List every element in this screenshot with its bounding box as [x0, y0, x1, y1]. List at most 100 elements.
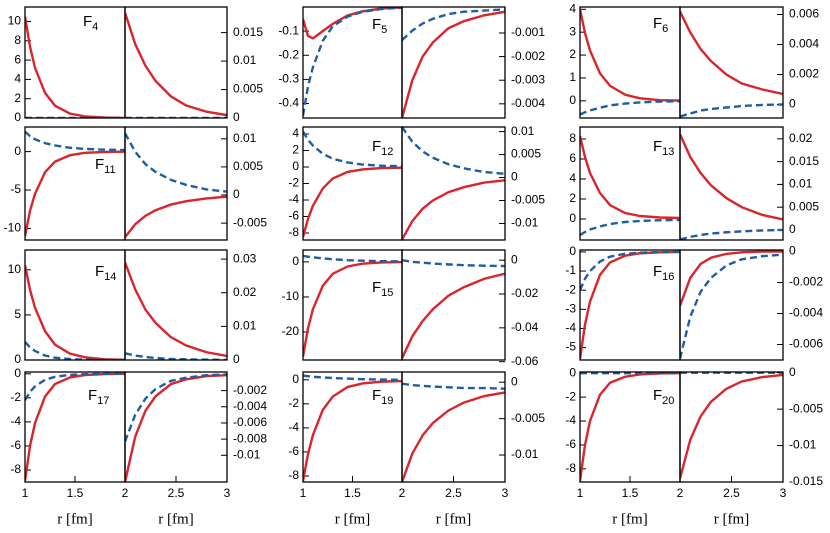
y-tick-label: 0	[511, 170, 518, 184]
x-axis-label: r [fm]	[57, 511, 92, 527]
series-line	[680, 228, 783, 240]
y-tick-label: 0	[789, 244, 796, 258]
y-tick-label: -0.001	[511, 25, 545, 39]
x-axis-label: r [fm]	[612, 511, 647, 527]
y-tick-label: 0	[233, 187, 240, 201]
panel-label: F17	[88, 387, 109, 407]
x-axis-label: r [fm]	[158, 511, 193, 527]
subplot: -8 -6 -4 -2 0 2 4 F12	[288, 126, 403, 241]
y-tick-label: -4	[288, 420, 299, 434]
panel-label: F19	[372, 387, 393, 407]
y-tick-label: 4	[569, 1, 576, 15]
y-tick-label: -10	[4, 221, 22, 235]
plot-frame	[679, 6, 784, 119]
y-tick-label: -0.005	[511, 193, 545, 207]
x-tick-label: 1	[300, 486, 307, 500]
series-line	[580, 372, 680, 481]
y-tick-label: 2	[14, 91, 21, 105]
y-tick-label: -0.02	[511, 286, 539, 300]
series-line	[125, 262, 227, 358]
series-line	[402, 127, 505, 176]
y-tick-label: 1	[569, 70, 576, 84]
y-tick-label: -5	[565, 340, 576, 354]
y-tick-label: 0.002	[789, 67, 819, 81]
y-tick-label: 0.005	[511, 147, 541, 161]
plot-frame	[302, 371, 403, 483]
x-tick-label: 3	[502, 486, 509, 500]
y-tick-label: 0	[14, 352, 21, 366]
y-tick-label: -6	[288, 209, 299, 223]
subplot: -20 -10 0 F15	[282, 249, 403, 361]
x-tick-label: 2	[122, 486, 129, 500]
y-tick-label: 0	[511, 374, 518, 388]
y-tick-label: 0.015	[789, 154, 819, 168]
series-line	[680, 103, 783, 118]
y-tick-label: -0.002	[233, 383, 267, 397]
series-line	[125, 373, 227, 442]
y-tick-label: 8	[569, 131, 576, 145]
y-tick-label: 0	[789, 97, 796, 111]
series-line	[303, 130, 402, 168]
subplot: 0 0.005 0.01 0.015 0.02	[679, 126, 819, 241]
subplot: 0 0.005 0.01 0.015	[124, 6, 263, 124]
panel-label: F20	[653, 387, 674, 407]
series-line	[580, 218, 680, 237]
y-tick-label: 0	[569, 93, 576, 107]
y-tick-label: -0.006	[789, 337, 823, 351]
x-tick-label: 1	[22, 486, 29, 500]
y-tick-label: 10	[8, 262, 22, 276]
x-tick-label: 2.5	[168, 486, 185, 500]
y-tick-label: 5	[14, 307, 21, 321]
panel-label: F6	[653, 15, 668, 35]
y-tick-label: -0.06	[511, 354, 539, 368]
y-tick-label: -0.2	[278, 47, 299, 61]
y-tick-label: -0.04	[511, 320, 539, 334]
subplot: -0.01 -0.005 0 0.005 0.01	[401, 124, 545, 241]
panel-label: F4	[83, 13, 98, 33]
series-line	[25, 341, 125, 360]
subplot: -0.4 -0.3 -0.2 -0.1 F5	[278, 6, 403, 119]
y-tick-label: -8	[288, 225, 299, 239]
y-tick-label: -0.3	[278, 72, 299, 86]
series-line	[303, 7, 402, 116]
subplot: 0 2 4 6 8 10 F4	[8, 6, 126, 124]
series-line	[402, 272, 505, 359]
plot-frame	[679, 371, 784, 483]
series-line	[580, 100, 680, 116]
y-tick-label: 0.02	[233, 285, 257, 299]
plot-frame	[24, 371, 126, 483]
y-tick-label: 0	[292, 372, 299, 386]
y-tick-label: -4	[565, 413, 576, 427]
series-line	[402, 10, 505, 118]
subplot: -0.004 -0.003 -0.002 -0.001	[401, 6, 545, 119]
series-line	[580, 9, 680, 102]
panel-label: F14	[95, 263, 116, 283]
y-tick-label: 0.01	[233, 319, 257, 333]
series-line	[303, 260, 402, 357]
y-tick-label: -4	[10, 414, 21, 428]
y-tick-label: 8	[14, 33, 21, 47]
y-tick-label: -0.005	[233, 215, 267, 229]
x-tick-label: 2.5	[445, 486, 462, 500]
series-line	[303, 166, 402, 238]
series-line	[303, 7, 402, 40]
y-tick-label: -0.015	[789, 474, 823, 488]
y-tick-label: 0	[569, 211, 576, 225]
y-tick-label: -0.01	[511, 216, 539, 230]
series-line	[25, 372, 125, 401]
series-line	[125, 132, 227, 193]
series-line	[25, 130, 125, 152]
y-tick-label: 0	[292, 159, 299, 173]
plot-frame	[401, 6, 506, 119]
series-line	[25, 150, 125, 237]
y-tick-label: -6	[565, 437, 576, 451]
y-tick-label: -20	[282, 324, 300, 338]
subplot: -0.01 -0.005 0 2 2.5 3 r [fm]	[399, 371, 545, 527]
y-tick-label: 4	[569, 171, 576, 185]
series-line	[125, 12, 227, 117]
y-tick-label: 0.005	[233, 82, 263, 96]
y-tick-label: 0	[233, 352, 240, 366]
y-tick-label: 0.01	[233, 53, 257, 67]
